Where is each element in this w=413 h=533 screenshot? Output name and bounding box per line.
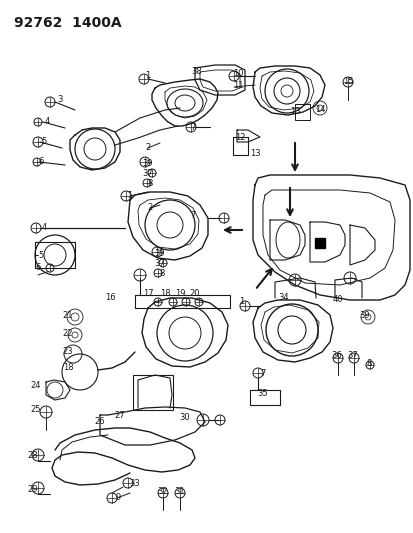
Text: 39: 39 (359, 311, 369, 319)
Text: 10: 10 (232, 69, 243, 77)
Polygon shape (314, 238, 324, 248)
Bar (133, 375, 173, 410)
Text: 12: 12 (234, 133, 244, 141)
Text: 8: 8 (366, 359, 371, 367)
Text: 34: 34 (278, 294, 289, 303)
Text: 4: 4 (41, 223, 47, 232)
Text: 5: 5 (41, 138, 47, 147)
Text: 8: 8 (159, 269, 164, 278)
Text: 40: 40 (332, 295, 342, 304)
Text: 25: 25 (31, 406, 41, 415)
Text: 33: 33 (129, 479, 140, 488)
Text: 7: 7 (190, 123, 195, 132)
Text: 30: 30 (179, 414, 190, 423)
Text: 26: 26 (95, 417, 105, 426)
Text: 1: 1 (239, 296, 244, 305)
Text: 9: 9 (115, 492, 120, 502)
Text: 27: 27 (114, 410, 125, 419)
Text: 36: 36 (331, 351, 342, 360)
Text: 6: 6 (38, 157, 44, 166)
Text: 2: 2 (147, 203, 152, 212)
Text: 13: 13 (249, 149, 260, 157)
Text: 22: 22 (63, 328, 73, 337)
Text: 92762  1400A: 92762 1400A (14, 16, 121, 30)
Text: 39: 39 (154, 248, 165, 257)
Text: 20: 20 (189, 289, 200, 298)
Text: 3: 3 (57, 95, 62, 104)
Text: 14: 14 (314, 106, 325, 115)
Text: 29: 29 (28, 486, 38, 495)
Text: 37: 37 (347, 351, 358, 360)
Text: 28: 28 (28, 451, 38, 461)
Text: 16: 16 (104, 294, 115, 303)
Text: 32: 32 (157, 488, 168, 497)
Text: 1: 1 (127, 190, 132, 199)
Text: 2: 2 (145, 143, 150, 152)
Text: 1: 1 (145, 70, 150, 79)
Text: 23: 23 (62, 346, 73, 356)
Text: 21: 21 (63, 311, 73, 320)
Text: 18: 18 (159, 289, 170, 298)
Text: 4: 4 (44, 117, 50, 126)
Text: 19: 19 (174, 289, 185, 298)
Text: 13: 13 (289, 108, 299, 117)
Text: 37: 37 (154, 259, 165, 268)
Text: 7: 7 (190, 211, 195, 220)
Text: 7: 7 (260, 368, 265, 377)
Text: 11: 11 (232, 80, 243, 90)
Text: 35: 35 (257, 389, 268, 398)
Text: 17: 17 (142, 289, 153, 298)
Text: 5: 5 (38, 251, 43, 260)
Text: 39: 39 (142, 158, 153, 167)
Text: 38: 38 (191, 67, 202, 76)
Text: 8: 8 (147, 179, 152, 188)
Text: 24: 24 (31, 382, 41, 391)
Text: 18: 18 (62, 364, 73, 373)
Text: 31: 31 (174, 488, 185, 497)
Text: 15: 15 (342, 77, 352, 86)
Text: 6: 6 (35, 263, 40, 272)
Text: 37: 37 (142, 168, 153, 177)
